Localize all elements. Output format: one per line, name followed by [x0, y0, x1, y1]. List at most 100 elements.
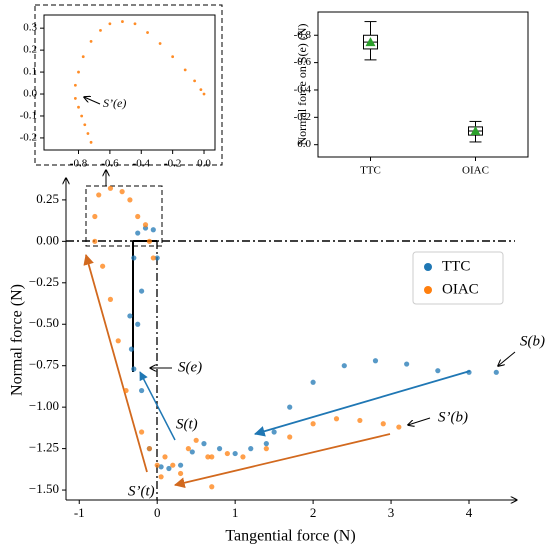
data-point [202, 92, 206, 96]
data-point [73, 97, 77, 100]
data-point [119, 189, 125, 195]
y-tick-label: −0.50 [29, 315, 59, 330]
data-point [133, 22, 137, 26]
y-tick-label: -0.6 [294, 56, 312, 68]
y-tick-label: -0.4 [294, 84, 312, 96]
data-point [333, 416, 340, 422]
data-point [150, 255, 156, 261]
data-point [81, 55, 85, 59]
annotation: S(b) [520, 333, 545, 349]
data-point [193, 437, 199, 443]
data-point [135, 213, 141, 220]
data-point [146, 238, 153, 244]
y-tick-label: 0.1 [23, 66, 37, 78]
x-tick-label: TTC [360, 165, 381, 177]
data-point [271, 429, 277, 435]
data-point [287, 404, 293, 410]
data-point [150, 227, 156, 233]
y-tick-label: −0.75 [29, 357, 59, 372]
x-tick-label: 4 [466, 505, 473, 520]
y-tick-label: −1.25 [29, 440, 59, 455]
y-tick-label: -0.8 [294, 29, 312, 41]
y-tick-label: -0.1 [20, 110, 37, 122]
data-point [162, 454, 168, 460]
direction-arrow [83, 253, 148, 473]
data-point [135, 230, 141, 236]
data-point [83, 123, 87, 127]
data-point [185, 446, 191, 452]
data-point [154, 462, 160, 468]
data-point [108, 22, 112, 26]
data-point [201, 441, 207, 447]
annotation: S’(t) [128, 483, 155, 499]
data-point [123, 387, 129, 394]
legend-marker [424, 286, 432, 294]
data-point [142, 222, 149, 228]
data-point [166, 465, 172, 472]
legend [412, 251, 504, 305]
data-point [107, 185, 114, 191]
direction-arrow [173, 433, 391, 489]
data-point [77, 70, 80, 74]
plot-frame [43, 14, 216, 151]
data-point [139, 429, 145, 435]
x-tick-label: -0.2 [164, 158, 181, 170]
data-point [86, 132, 90, 135]
y-tick-label: 0.00 [36, 232, 59, 247]
legend-marker [424, 263, 432, 271]
y-axis-label: Normal force on S(e) (N) [295, 24, 309, 146]
data-point [158, 42, 162, 45]
y-axis-label: Normal force (N) [9, 284, 26, 396]
zoom-box [85, 185, 163, 247]
data-point [128, 346, 135, 352]
data-point [121, 20, 124, 23]
y-tick-label: 0.25 [36, 191, 59, 206]
data-point [171, 55, 175, 59]
pointer [498, 351, 516, 366]
y-tick-label: −1.00 [29, 398, 59, 413]
x-tick-label: 3 [388, 505, 395, 520]
data-point [139, 387, 145, 394]
data-point [127, 313, 133, 319]
data-point [209, 454, 215, 460]
data-point [177, 470, 184, 477]
y-tick-label: −0.25 [29, 274, 59, 289]
data-point [127, 197, 133, 203]
mean-marker [470, 126, 481, 136]
data-point [189, 449, 195, 455]
data-point [92, 238, 98, 244]
data-point [99, 28, 102, 32]
data-point [183, 68, 187, 72]
data-point [240, 454, 246, 460]
data-point [310, 379, 316, 385]
data-point [205, 454, 211, 460]
x-tick-label: 0.0 [197, 158, 211, 170]
annotation: S’(b) [438, 409, 468, 425]
data-point [158, 474, 164, 480]
plot-frame [317, 11, 529, 158]
y-tick-label: -0.2 [294, 111, 311, 123]
data-point [139, 288, 145, 294]
legend-label: OIAC [442, 281, 479, 297]
data-point [435, 368, 441, 374]
data-point [131, 255, 137, 261]
data-point [115, 338, 121, 344]
data-point [404, 361, 410, 367]
y-tick-label: −1.50 [29, 481, 59, 496]
data-point [193, 79, 197, 83]
data-point [158, 464, 164, 470]
data-point [177, 462, 184, 468]
x-tick-label: -1 [74, 505, 85, 520]
data-point [89, 140, 93, 144]
y-tick-label: 0.3 [23, 22, 37, 34]
data-point [357, 417, 363, 424]
data-point [209, 484, 215, 490]
x-tick-label: 0 [154, 505, 161, 520]
mean-marker [365, 37, 376, 47]
pointer [408, 417, 431, 425]
x-axis-label: Tangential force (N) [225, 528, 355, 545]
data-point [73, 83, 77, 87]
data-point [107, 296, 114, 302]
data-point [135, 321, 141, 327]
